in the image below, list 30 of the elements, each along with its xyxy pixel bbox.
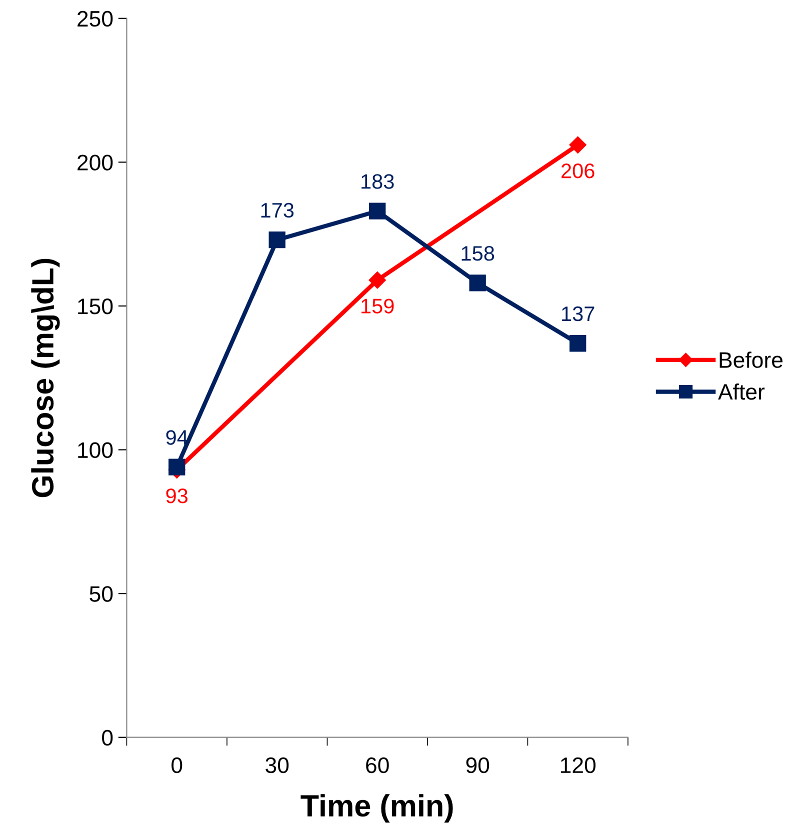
legend-label: After [718, 383, 765, 400]
data-label: 137 [562, 306, 594, 322]
x-tick-label: 60 [366, 757, 389, 774]
data-label: 183 [362, 174, 394, 189]
y-axis-title: Glucose (mg\dL) [31, 258, 60, 498]
point [268, 232, 286, 248]
data-label: 159 [362, 298, 394, 314]
data-label: 206 [562, 164, 594, 178]
y-tick-label: 100 [78, 442, 113, 458]
point [168, 458, 186, 476]
data-label: 173 [261, 202, 294, 218]
x-tick-label: 30 [266, 757, 289, 774]
data-label: 94 [166, 430, 188, 445]
x-axis-title: Time (min) [300, 794, 453, 823]
point [469, 274, 486, 292]
point [369, 202, 386, 220]
legend-label: Before [720, 352, 782, 368]
point [569, 136, 586, 154]
point [368, 272, 386, 289]
x-tick-label: 90 [466, 757, 490, 774]
x-tick-label: 120 [561, 757, 596, 774]
y-tick-label: 0 [102, 730, 113, 746]
data-label: 158 [462, 246, 494, 261]
y-tick-label: 200 [78, 154, 113, 170]
y-tick-label: 250 [78, 10, 113, 27]
point [570, 335, 586, 352]
y-tick-label: 150 [78, 298, 113, 314]
data-label: 93 [166, 488, 188, 504]
x-tick-label: 0 [172, 757, 182, 774]
y-tick-label: 50 [90, 586, 113, 602]
